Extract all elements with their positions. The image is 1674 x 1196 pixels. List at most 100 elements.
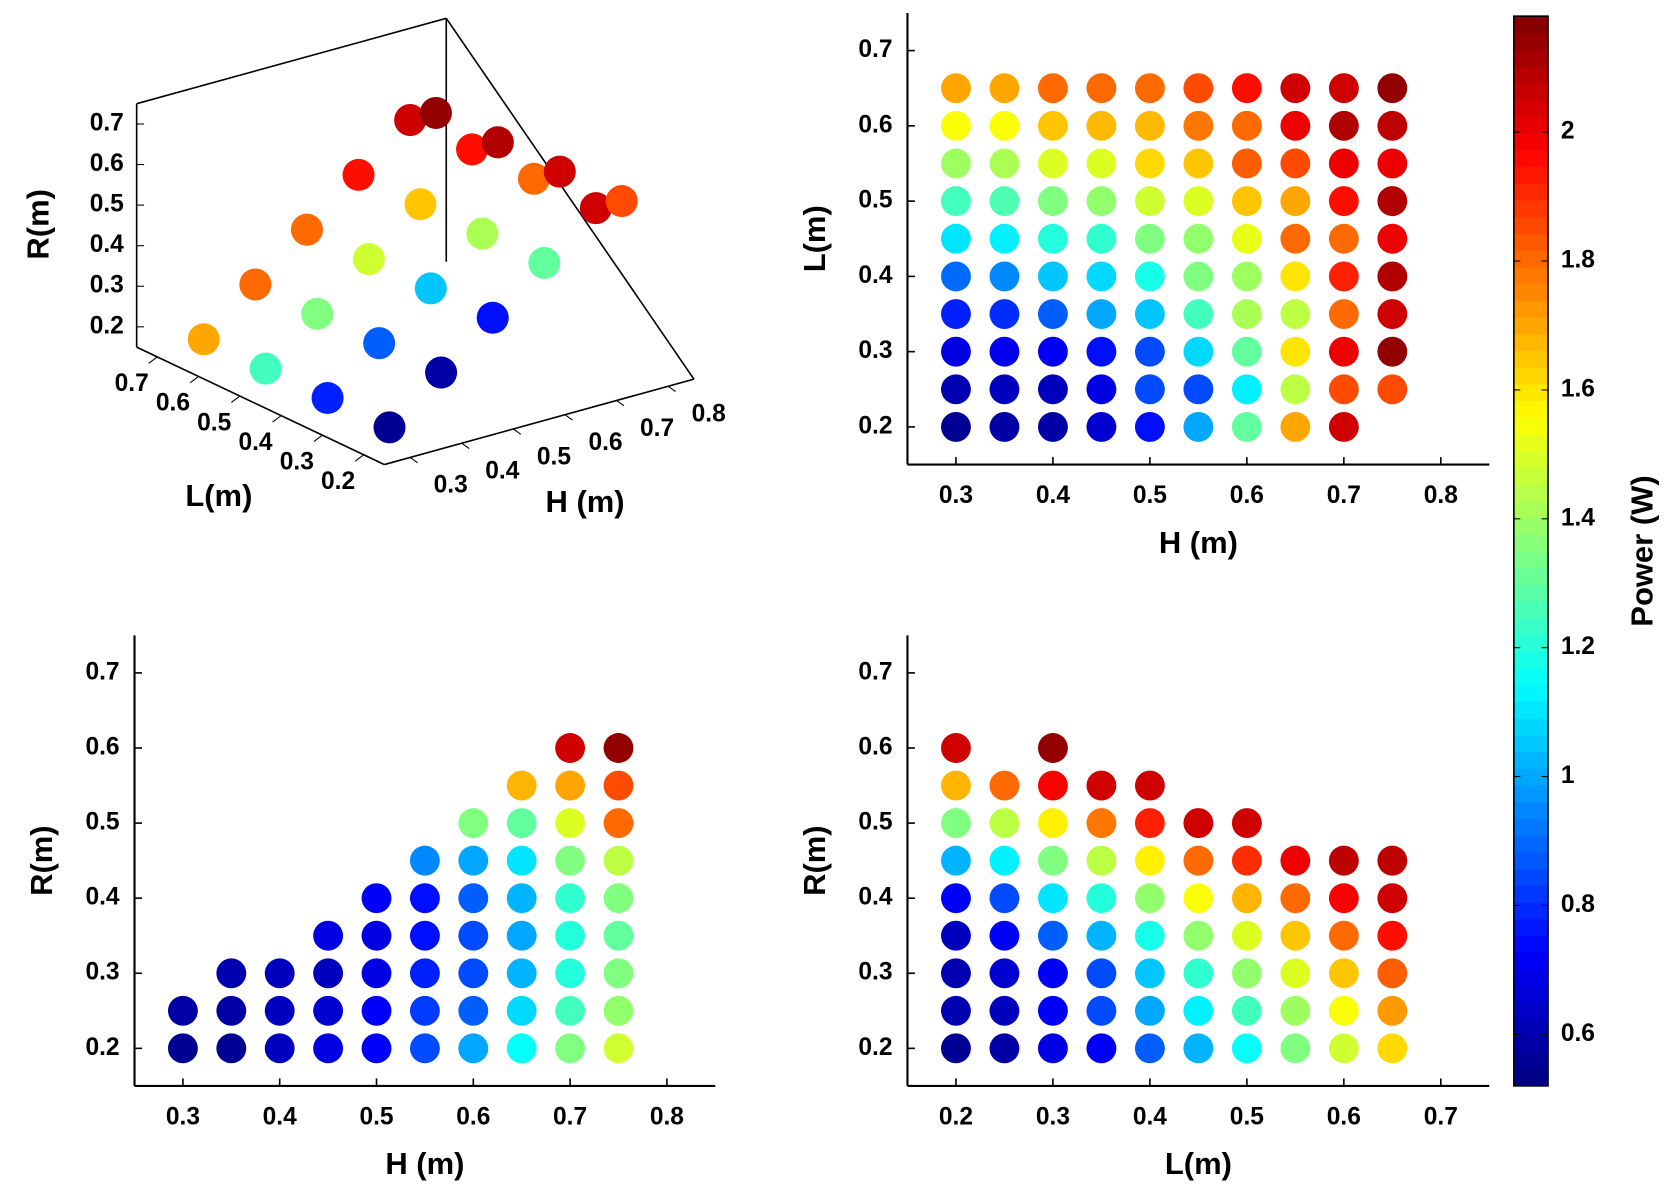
point bbox=[1377, 299, 1408, 329]
x-tick-label: 0.6 bbox=[588, 429, 622, 456]
colorbar-step bbox=[1513, 133, 1549, 151]
point bbox=[216, 1033, 247, 1064]
point bbox=[458, 995, 489, 1026]
point bbox=[1086, 920, 1117, 951]
x-tick-label: 0.4 bbox=[1036, 482, 1070, 509]
colorbar-step bbox=[1513, 617, 1549, 636]
point bbox=[555, 958, 586, 989]
colorbar-step bbox=[1513, 116, 1549, 134]
point bbox=[1231, 73, 1262, 104]
colorbar-step bbox=[1513, 216, 1549, 234]
colorbar-step bbox=[1513, 517, 1549, 535]
point bbox=[1086, 411, 1117, 442]
y-tick bbox=[189, 376, 199, 384]
point bbox=[1328, 73, 1359, 104]
point bbox=[1328, 261, 1359, 292]
point bbox=[1134, 808, 1165, 839]
y-axis-label: L(m) bbox=[185, 478, 252, 513]
point bbox=[1183, 883, 1214, 914]
point bbox=[1134, 845, 1165, 876]
point bbox=[1231, 186, 1262, 217]
point bbox=[1037, 995, 1068, 1026]
point bbox=[1231, 223, 1262, 254]
point bbox=[1328, 845, 1359, 876]
point bbox=[1037, 110, 1068, 141]
point bbox=[361, 920, 392, 951]
point bbox=[1183, 1033, 1214, 1064]
point bbox=[1231, 148, 1262, 179]
point bbox=[1183, 223, 1214, 254]
point bbox=[941, 73, 971, 104]
point bbox=[404, 188, 437, 221]
colorbar-step bbox=[1513, 200, 1549, 218]
point bbox=[264, 1033, 295, 1064]
point bbox=[1280, 995, 1311, 1026]
point bbox=[941, 374, 971, 405]
colorbar-frame bbox=[1513, 15, 1549, 1087]
colorbar-step bbox=[1513, 835, 1549, 853]
point bbox=[941, 110, 971, 141]
point bbox=[1037, 958, 1068, 989]
point bbox=[1134, 73, 1165, 104]
point bbox=[1086, 148, 1117, 179]
point bbox=[989, 958, 1020, 989]
point bbox=[1037, 223, 1068, 254]
y-tick-label: 0.2 bbox=[85, 1034, 119, 1061]
point bbox=[361, 883, 392, 914]
colorbar-step bbox=[1513, 1069, 1549, 1087]
point bbox=[239, 268, 272, 301]
point bbox=[1037, 299, 1068, 329]
point bbox=[989, 73, 1020, 104]
x-tick-label: 0.7 bbox=[640, 415, 674, 442]
y-tick-label: 0.6 bbox=[156, 390, 190, 417]
point bbox=[1037, 336, 1068, 367]
point bbox=[1328, 411, 1359, 442]
point bbox=[1328, 995, 1359, 1026]
point bbox=[409, 1033, 440, 1064]
point bbox=[1086, 73, 1117, 104]
colorbar-step bbox=[1513, 333, 1549, 351]
point bbox=[1134, 920, 1165, 951]
colorbar-step bbox=[1513, 166, 1549, 184]
point bbox=[989, 186, 1020, 217]
point bbox=[1037, 261, 1068, 292]
point bbox=[1086, 770, 1117, 801]
point bbox=[1183, 261, 1214, 292]
point bbox=[458, 1033, 489, 1064]
point bbox=[1328, 148, 1359, 179]
y-tick-label: 0.3 bbox=[858, 337, 892, 364]
point bbox=[1086, 808, 1117, 839]
point bbox=[1086, 110, 1117, 141]
point bbox=[1037, 920, 1068, 951]
point bbox=[579, 192, 612, 225]
colorbar-step bbox=[1513, 768, 1549, 786]
colorbar-step bbox=[1513, 250, 1549, 268]
point bbox=[941, 920, 971, 951]
point bbox=[1377, 110, 1408, 141]
point bbox=[555, 1033, 586, 1064]
point bbox=[1231, 995, 1262, 1026]
colorbar-step bbox=[1513, 149, 1549, 168]
point bbox=[409, 883, 440, 914]
colorbar-step bbox=[1513, 634, 1549, 652]
point bbox=[1280, 958, 1311, 989]
point bbox=[989, 770, 1020, 801]
point bbox=[1183, 920, 1214, 951]
point bbox=[425, 356, 458, 389]
point bbox=[290, 213, 323, 246]
point bbox=[1280, 845, 1311, 876]
point bbox=[1231, 1033, 1262, 1064]
colorbar-step bbox=[1513, 383, 1549, 402]
point bbox=[1134, 186, 1165, 217]
colorbar-step bbox=[1513, 952, 1549, 970]
point bbox=[989, 110, 1020, 141]
point bbox=[941, 223, 971, 254]
point bbox=[1377, 374, 1408, 405]
point bbox=[1377, 261, 1408, 292]
x-axis-label: H (m) bbox=[545, 484, 624, 519]
point bbox=[1183, 186, 1214, 217]
x-tick-label: 0.3 bbox=[434, 472, 468, 499]
colorbar-step bbox=[1513, 66, 1549, 84]
point bbox=[419, 96, 452, 129]
colorbar-step bbox=[1513, 283, 1549, 301]
